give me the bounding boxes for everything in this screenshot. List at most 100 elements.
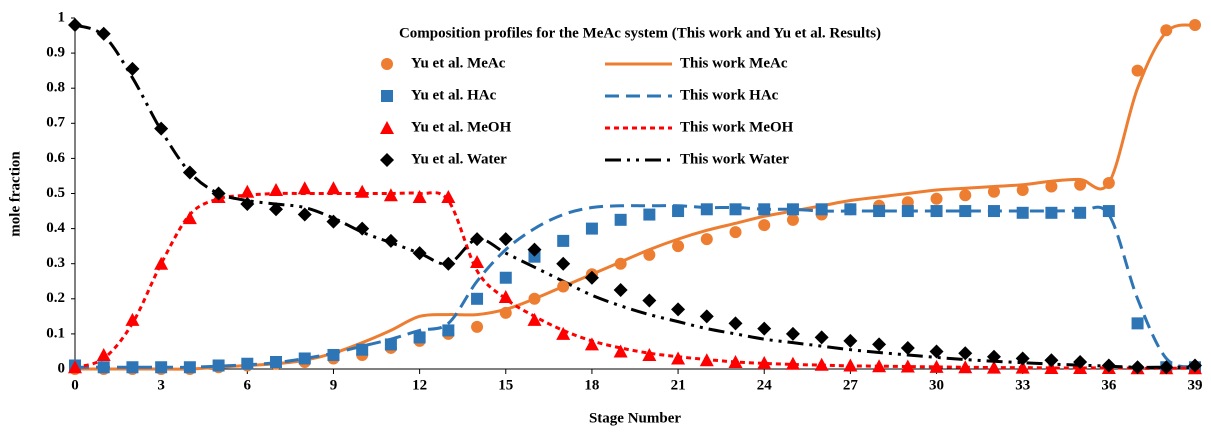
point <box>241 357 254 370</box>
point <box>1045 180 1058 193</box>
y-axis-label: mole fraction <box>7 151 23 237</box>
point <box>384 338 397 351</box>
point <box>383 188 398 202</box>
point <box>929 344 944 359</box>
x-tick-label: 6 <box>244 377 252 393</box>
point <box>1045 206 1058 219</box>
x-tick-label: 0 <box>71 377 79 393</box>
point <box>671 351 686 365</box>
point <box>699 353 714 367</box>
point <box>785 326 800 341</box>
legend-label: Yu et al. MeOH <box>411 119 512 135</box>
point <box>240 197 255 212</box>
y-tick-label: 1 <box>58 9 66 25</box>
point <box>987 185 1000 198</box>
point <box>126 361 139 374</box>
point <box>412 190 427 204</box>
y-tick-label: 0.5 <box>46 185 65 201</box>
x-tick-label: 33 <box>1015 377 1030 393</box>
point <box>757 321 772 336</box>
point <box>356 343 369 356</box>
point <box>614 257 627 270</box>
point <box>1160 24 1173 37</box>
point <box>412 246 427 261</box>
point <box>556 256 571 271</box>
x-tick-label: 18 <box>584 377 599 393</box>
point <box>240 184 255 198</box>
point <box>872 337 887 352</box>
point <box>758 219 771 232</box>
point <box>986 360 1001 374</box>
point <box>958 360 973 374</box>
line <box>75 23 1196 371</box>
point <box>643 208 656 221</box>
point <box>527 242 542 257</box>
point <box>814 357 829 371</box>
point <box>584 270 599 285</box>
point <box>499 271 512 284</box>
y-tick-label: 0.7 <box>46 115 65 131</box>
point <box>929 359 944 373</box>
point <box>97 361 110 374</box>
point <box>958 346 973 361</box>
point <box>326 214 341 229</box>
legend-label: This work HAc <box>680 87 779 103</box>
point <box>959 205 972 218</box>
point <box>843 358 858 372</box>
point <box>470 232 485 247</box>
point <box>1044 353 1059 368</box>
point <box>154 256 169 270</box>
legend-swatch <box>380 121 394 134</box>
point <box>557 280 570 293</box>
point <box>785 356 800 370</box>
point <box>269 182 284 196</box>
y-tick-label: 0.9 <box>46 45 65 61</box>
point <box>1015 360 1030 374</box>
y-tick-label: 0.2 <box>46 290 65 306</box>
point <box>1130 360 1145 375</box>
point <box>1188 358 1202 373</box>
point <box>901 205 914 218</box>
point <box>699 309 714 324</box>
point <box>1016 206 1029 219</box>
y-tick-label: 0.4 <box>46 220 65 236</box>
point <box>96 347 111 361</box>
point <box>212 359 225 372</box>
point <box>528 250 541 263</box>
point <box>442 324 455 337</box>
point <box>1159 360 1174 375</box>
point <box>355 184 370 198</box>
point <box>900 359 915 373</box>
point <box>815 203 828 216</box>
point <box>1131 64 1144 77</box>
point <box>1044 360 1059 374</box>
x-tick-label: 15 <box>498 377 513 393</box>
point <box>413 331 426 344</box>
point <box>872 359 887 373</box>
point <box>757 356 772 370</box>
point <box>642 293 657 308</box>
point <box>125 312 140 326</box>
chart-title: Composition profiles for the MeAc system… <box>399 25 881 41</box>
point <box>930 205 943 218</box>
point <box>987 205 1000 218</box>
legend-swatch <box>381 58 393 70</box>
point <box>758 203 771 216</box>
point <box>1074 178 1087 191</box>
point <box>672 240 685 253</box>
point <box>155 361 168 374</box>
point <box>182 165 197 180</box>
x-tick-label: 9 <box>330 377 338 393</box>
point <box>642 347 657 361</box>
point <box>786 213 799 226</box>
line <box>74 191 1195 370</box>
point <box>843 333 858 348</box>
x-tick-label: 24 <box>757 377 773 393</box>
point <box>613 344 628 358</box>
legend-label: This work Water <box>680 151 789 167</box>
point <box>498 290 513 304</box>
point <box>1073 354 1088 369</box>
point <box>68 18 82 33</box>
point <box>327 348 340 361</box>
